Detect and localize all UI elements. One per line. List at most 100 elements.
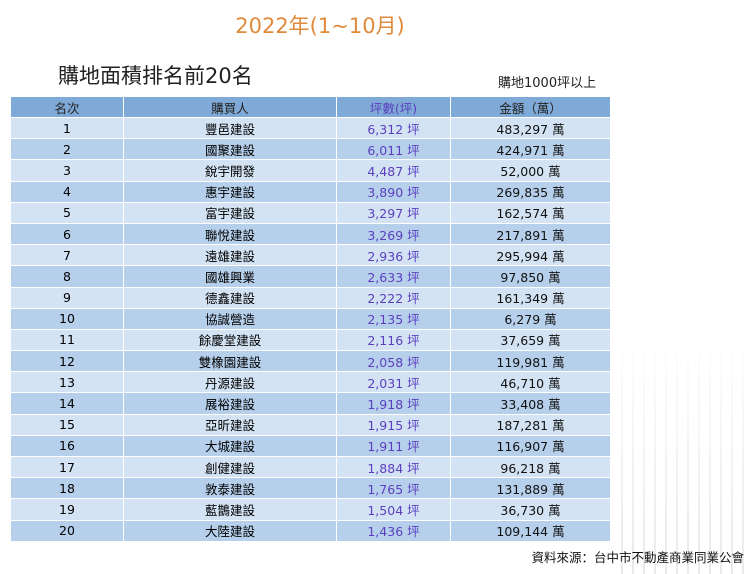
buyer-cell: 雙橡園建設: [123, 350, 337, 373]
table-row: 13 丹源建設 2,031 坪 46,710 萬: [10, 371, 611, 394]
buyer-cell: 大陸建設: [123, 519, 337, 542]
header-buyer: 購買人: [123, 96, 337, 118]
buyer-cell: 展裕建設: [123, 392, 337, 415]
table-row: 4 惠宇建設 3,890 坪 269,835 萬: [10, 180, 611, 203]
amount-cell: 119,981 萬: [450, 350, 611, 373]
buyer-cell: 富宇建設: [123, 201, 337, 224]
amount-cell: 36,730 萬: [450, 498, 611, 521]
area-cell: 2,633 坪: [336, 265, 451, 288]
rank-cell: 7: [10, 244, 124, 267]
table-row: 14 展裕建設 1,918 坪 33,408 萬: [10, 392, 611, 415]
buyer-cell: 德鑫建設: [123, 286, 337, 309]
buyer-cell: 餘慶堂建設: [123, 328, 337, 352]
rank-cell: 2: [10, 138, 124, 161]
area-cell: 2,116 坪: [336, 328, 451, 352]
amount-cell: 46,710 萬: [450, 371, 611, 394]
table-row: 15 亞昕建設 1,915 坪 187,281 萬: [10, 413, 611, 436]
area-cell: 1,765 坪: [336, 477, 451, 500]
rank-cell: 19: [10, 498, 124, 521]
rank-cell: 9: [10, 286, 124, 309]
rank-cell: 1: [10, 116, 124, 140]
rank-cell: 11: [10, 328, 124, 352]
table-row: 1 豐邑建設 6,312 坪 483,297 萬: [10, 116, 611, 140]
amount-cell: 161,349 萬: [450, 286, 611, 309]
area-cell: 2,135 坪: [336, 307, 451, 330]
table-row: 17 創健建設 1,884 坪 96,218 萬: [10, 455, 611, 479]
amount-cell: 217,891 萬: [450, 222, 611, 246]
buyer-cell: 大城建設: [123, 434, 337, 458]
rank-cell: 18: [10, 477, 124, 500]
buyer-cell: 創健建設: [123, 455, 337, 479]
amount-cell: 96,218 萬: [450, 455, 611, 479]
amount-cell: 116,907 萬: [450, 434, 611, 458]
table-row: 6 聯悅建設 3,269 坪 217,891 萬: [10, 222, 611, 246]
area-cell: 6,312 坪: [336, 116, 451, 140]
area-cell: 1,918 坪: [336, 392, 451, 415]
buyer-cell: 遠雄建設: [123, 244, 337, 267]
buyer-cell: 豐邑建設: [123, 116, 337, 140]
area-cell: 1,884 坪: [336, 455, 451, 479]
table-row: 20 大陸建設 1,436 坪 109,144 萬: [10, 519, 611, 542]
buyer-cell: 協誠營造: [123, 307, 337, 330]
source-note: 資料來源：台中市不動產商業同業公會: [531, 550, 744, 565]
area-cell: 1,911 坪: [336, 434, 451, 458]
amount-cell: 97,850 萬: [450, 265, 611, 288]
amount-cell: 424,971 萬: [450, 138, 611, 161]
page-title: 2022年(1~10月): [235, 14, 405, 38]
amount-cell: 109,144 萬: [450, 519, 611, 542]
table-row: 8 國雄興業 2,633 坪 97,850 萬: [10, 265, 611, 288]
amount-cell: 483,297 萬: [450, 116, 611, 140]
amount-cell: 162,574 萬: [450, 201, 611, 224]
amount-cell: 6,279 萬: [450, 307, 611, 330]
rank-cell: 3: [10, 159, 124, 182]
amount-cell: 187,281 萬: [450, 413, 611, 436]
area-cell: 1,436 坪: [336, 519, 451, 542]
table-row: 9 德鑫建設 2,222 坪 161,349 萬: [10, 286, 611, 309]
ranking-table: 名次 購買人 坪數(坪) 金額（萬） 1 豐邑建設 6,312 坪 483,297 萬…: [10, 96, 611, 542]
rank-cell: 5: [10, 201, 124, 224]
table-row: 5 富宇建設 3,297 坪 162,574 萬: [10, 201, 611, 224]
header-amount: 金額（萬）: [450, 96, 611, 118]
header-area: 坪數(坪): [336, 96, 451, 118]
amount-cell: 269,835 萬: [450, 180, 611, 203]
area-cell: 2,031 坪: [336, 371, 451, 394]
table-title: 購地面積排名前20名: [58, 64, 253, 88]
table-row: 2 國聚建設 6,011 坪 424,971 萬: [10, 138, 611, 161]
buyer-cell: 惠宇建設: [123, 180, 337, 203]
rank-cell: 8: [10, 265, 124, 288]
area-cell: 6,011 坪: [336, 138, 451, 161]
table-row: 11 餘慶堂建設 2,116 坪 37,659 萬: [10, 328, 611, 352]
area-cell: 1,915 坪: [336, 413, 451, 436]
table-row: 3 銳宇開發 4,487 坪 52,000 萬: [10, 159, 611, 182]
table-row: 12 雙橡園建設 2,058 坪 119,981 萬: [10, 350, 611, 373]
area-cell: 3,269 坪: [336, 222, 451, 246]
buyer-cell: 藍鵲建設: [123, 498, 337, 521]
rank-cell: 16: [10, 434, 124, 458]
rank-cell: 12: [10, 350, 124, 373]
rank-cell: 17: [10, 455, 124, 479]
buyer-cell: 丹源建設: [123, 371, 337, 394]
rank-cell: 4: [10, 180, 124, 203]
area-cell: 3,297 坪: [336, 201, 451, 224]
rank-cell: 10: [10, 307, 124, 330]
amount-cell: 131,889 萬: [450, 477, 611, 500]
table-row: 19 藍鵲建設 1,504 坪 36,730 萬: [10, 498, 611, 521]
area-cell: 2,058 坪: [336, 350, 451, 373]
table-row: 18 敦泰建設 1,765 坪 131,889 萬: [10, 477, 611, 500]
amount-cell: 33,408 萬: [450, 392, 611, 415]
buyer-cell: 敦泰建設: [123, 477, 337, 500]
table-header-row: 名次 購買人 坪數(坪) 金額（萬）: [10, 96, 611, 118]
rank-cell: 14: [10, 392, 124, 415]
area-cell: 3,890 坪: [336, 180, 451, 203]
buyer-cell: 亞昕建設: [123, 413, 337, 436]
buyer-cell: 國雄興業: [123, 265, 337, 288]
rank-cell: 6: [10, 222, 124, 246]
area-cell: 2,936 坪: [336, 244, 451, 267]
buyer-cell: 銳宇開發: [123, 159, 337, 182]
rank-cell: 13: [10, 371, 124, 394]
table-row: 10 協誠營造 2,135 坪 6,279 萬: [10, 307, 611, 330]
amount-cell: 295,994 萬: [450, 244, 611, 267]
area-cell: 4,487 坪: [336, 159, 451, 182]
amount-cell: 52,000 萬: [450, 159, 611, 182]
buyer-cell: 聯悅建設: [123, 222, 337, 246]
